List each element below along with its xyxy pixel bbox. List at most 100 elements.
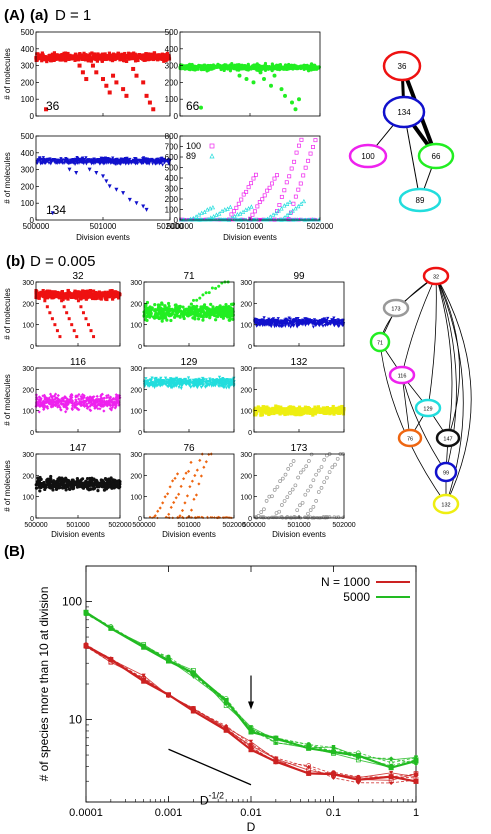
data-point [286, 412, 290, 416]
data-point [322, 318, 326, 322]
data-point [186, 376, 191, 380]
data-point [276, 405, 280, 409]
data-point [65, 53, 69, 57]
data-point [222, 207, 227, 212]
data-point [98, 399, 102, 404]
data-point [34, 486, 39, 490]
data-point [191, 384, 195, 388]
data-point [295, 217, 300, 221]
data-point [89, 329, 93, 333]
data-point [92, 402, 96, 407]
data-point [159, 313, 163, 317]
data-point [141, 157, 145, 161]
series-label: 66 [186, 99, 200, 113]
data-point [274, 64, 279, 69]
data-point [177, 385, 181, 390]
data-point [104, 57, 108, 62]
data-point [125, 59, 129, 64]
data-point [307, 406, 312, 411]
data-point [191, 380, 195, 384]
data-point [77, 294, 81, 298]
data-point [276, 208, 281, 213]
data-point [181, 305, 185, 309]
data-point [273, 408, 277, 413]
data-point [87, 401, 91, 405]
data-point [58, 295, 62, 299]
data-point [152, 160, 156, 164]
y-axis-label: # of molecules [3, 288, 12, 340]
data-point [160, 301, 164, 305]
y-tick-label: 500 [165, 164, 179, 173]
data-point [102, 488, 107, 492]
data-point [133, 55, 137, 59]
data-point [92, 289, 96, 293]
data-point [92, 159, 96, 164]
data-point [267, 323, 271, 327]
data-point [67, 57, 71, 61]
data-point [160, 316, 164, 320]
data-point [283, 320, 287, 325]
data-point [202, 303, 207, 307]
data-point [303, 411, 307, 415]
data-point [52, 398, 56, 402]
data-point [276, 317, 280, 321]
data-point [244, 189, 249, 194]
plot-frame [253, 367, 345, 433]
data-point [38, 403, 42, 407]
data-point [157, 53, 161, 57]
data-point [118, 58, 122, 62]
data-point [175, 382, 180, 386]
data-point [77, 159, 81, 163]
data-point [64, 159, 68, 163]
data-point [129, 160, 133, 164]
y-tick-label: 400 [165, 174, 179, 183]
data-point [201, 314, 205, 318]
data-point [58, 398, 62, 402]
data-point [42, 295, 46, 299]
data-point [283, 410, 287, 414]
data-point [95, 291, 99, 295]
data-point [193, 214, 199, 219]
data-point [293, 194, 298, 199]
data-point [81, 156, 85, 160]
data-point [63, 294, 67, 298]
data-point [134, 73, 139, 78]
data-point [41, 405, 45, 409]
data-point [270, 181, 275, 186]
y-tick-label: 0 [30, 112, 35, 121]
data-point [102, 409, 106, 413]
data-point [143, 318, 148, 322]
data-point [47, 401, 51, 405]
data-point [228, 317, 232, 321]
data-point [200, 309, 204, 313]
data-point [281, 410, 285, 415]
data-point [305, 408, 309, 412]
data-point [160, 319, 164, 323]
data-point [121, 58, 126, 63]
data-point [262, 77, 266, 82]
data-point [101, 159, 105, 163]
data-point [46, 293, 50, 297]
data-point [141, 80, 146, 85]
data-point [102, 399, 106, 403]
data-point [295, 321, 300, 325]
data-point [131, 56, 135, 60]
data-point [190, 309, 194, 313]
data-point [293, 206, 298, 211]
data-point [165, 51, 169, 55]
data-point [75, 402, 80, 406]
data-point [144, 303, 148, 307]
data-point [74, 395, 78, 399]
data-point [74, 403, 78, 407]
data-point [67, 55, 71, 59]
data-point [114, 187, 119, 192]
data-point [246, 62, 250, 66]
data-point [297, 97, 301, 102]
data-point [51, 404, 55, 409]
data-point [278, 321, 282, 325]
data-point [98, 407, 102, 411]
data-point [120, 52, 124, 56]
data-point [258, 323, 262, 327]
plot-title: 129 [181, 357, 198, 368]
